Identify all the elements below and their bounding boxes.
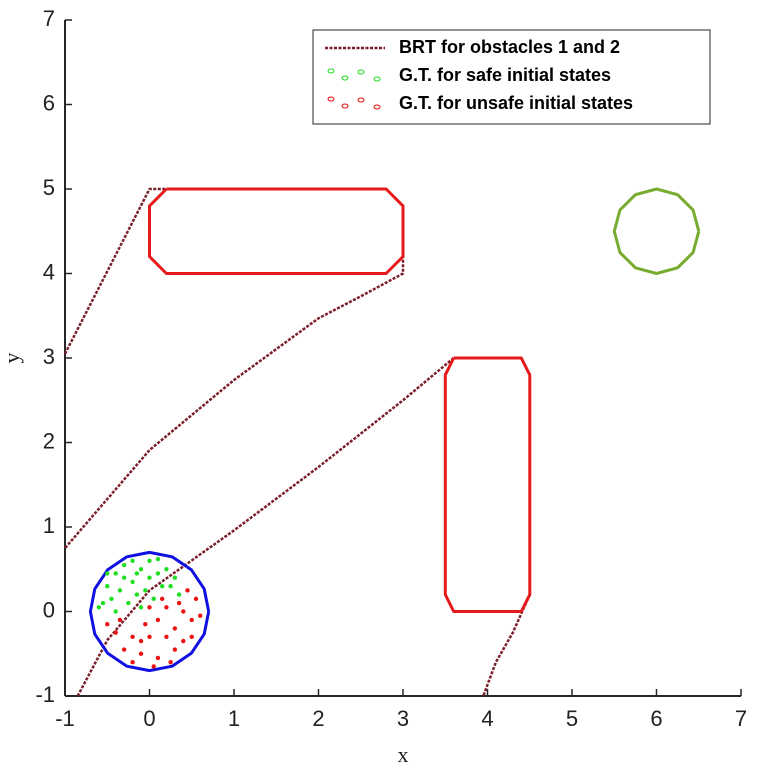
line xyxy=(443,356,532,613)
legend-label: G.T. for unsafe initial states xyxy=(399,93,633,113)
point xyxy=(172,575,178,580)
point xyxy=(126,600,131,606)
legend-marker xyxy=(341,75,349,81)
point xyxy=(172,647,178,652)
point xyxy=(130,660,135,665)
legend-marker xyxy=(357,97,365,103)
point xyxy=(121,562,127,568)
x-tick-label: 6 xyxy=(650,706,662,731)
legend-marker xyxy=(327,96,335,102)
y-tick-label: 7 xyxy=(43,6,55,31)
point xyxy=(147,575,152,580)
y-tick-label: 0 xyxy=(43,597,55,622)
point xyxy=(155,571,161,576)
point xyxy=(147,558,152,563)
point xyxy=(130,558,135,563)
point xyxy=(117,617,123,623)
line xyxy=(148,187,405,275)
legend-marker xyxy=(373,76,381,82)
point xyxy=(147,634,152,640)
point xyxy=(134,592,140,597)
line xyxy=(88,550,211,673)
legend-label: BRT for obstacles 1 and 2 xyxy=(399,37,620,57)
point xyxy=(164,634,169,640)
point xyxy=(164,605,169,610)
point xyxy=(143,588,148,593)
legend-marker xyxy=(373,104,381,110)
x-tick-label: 4 xyxy=(481,706,493,731)
point xyxy=(147,605,152,610)
point xyxy=(113,630,118,635)
legend-label: G.T. for safe initial states xyxy=(399,65,611,85)
point xyxy=(168,660,173,665)
line xyxy=(612,187,701,275)
x-tick-label: 7 xyxy=(735,706,747,731)
x-tick-label: 5 xyxy=(566,706,578,731)
point xyxy=(189,634,194,640)
legend-marker xyxy=(341,103,349,109)
y-axis-label: y xyxy=(0,353,24,364)
x-tick-label: 0 xyxy=(143,706,155,731)
point xyxy=(109,596,114,602)
point xyxy=(155,556,161,562)
point xyxy=(151,664,156,669)
point xyxy=(117,588,123,593)
point xyxy=(130,634,135,640)
x-axis-label: x xyxy=(398,742,409,767)
point xyxy=(105,621,110,627)
point xyxy=(172,626,178,631)
point xyxy=(151,596,156,602)
y-tick-label: 5 xyxy=(43,175,55,200)
legend: BRT for obstacles 1 and 2 G.T. for safe i… xyxy=(312,29,711,125)
point xyxy=(189,617,194,623)
x-tick-label: 2 xyxy=(312,706,324,731)
x-tick-label: 1 xyxy=(228,706,240,731)
point xyxy=(113,571,118,576)
point xyxy=(105,583,110,589)
y-tick-label: 1 xyxy=(43,513,55,538)
point xyxy=(176,592,182,597)
point xyxy=(181,638,186,644)
point xyxy=(96,605,102,610)
point xyxy=(113,609,118,614)
point xyxy=(121,575,127,580)
point xyxy=(134,571,140,576)
line xyxy=(63,187,531,697)
y-tick-label: 2 xyxy=(43,428,55,453)
point xyxy=(185,588,190,593)
point xyxy=(181,609,186,614)
point xyxy=(105,571,110,576)
point xyxy=(100,600,106,606)
point xyxy=(130,579,135,585)
x-tick-label: -1 xyxy=(55,706,75,731)
point xyxy=(193,596,199,602)
y-tick-label: 4 xyxy=(43,259,55,284)
point xyxy=(138,567,144,572)
point xyxy=(198,613,203,618)
point xyxy=(164,567,169,572)
point xyxy=(176,600,182,606)
legend-marker xyxy=(357,69,365,75)
point xyxy=(121,647,127,652)
y-tick-label: -1 xyxy=(35,682,55,707)
point xyxy=(159,583,165,589)
point xyxy=(138,605,144,610)
y-tick-label: 6 xyxy=(43,90,55,115)
point xyxy=(159,596,165,602)
point xyxy=(155,617,161,623)
point xyxy=(138,651,144,656)
point xyxy=(155,655,161,661)
y-tick-label: 3 xyxy=(43,344,55,369)
x-tick-label: 3 xyxy=(397,706,409,731)
point xyxy=(138,638,144,644)
point xyxy=(168,583,173,589)
point xyxy=(143,621,148,627)
legend-marker xyxy=(327,68,335,74)
